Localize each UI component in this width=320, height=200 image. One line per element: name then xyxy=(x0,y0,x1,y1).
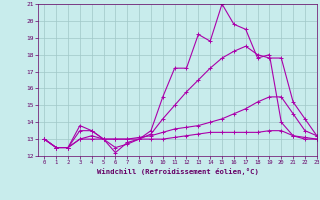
X-axis label: Windchill (Refroidissement éolien,°C): Windchill (Refroidissement éolien,°C) xyxy=(97,168,259,175)
